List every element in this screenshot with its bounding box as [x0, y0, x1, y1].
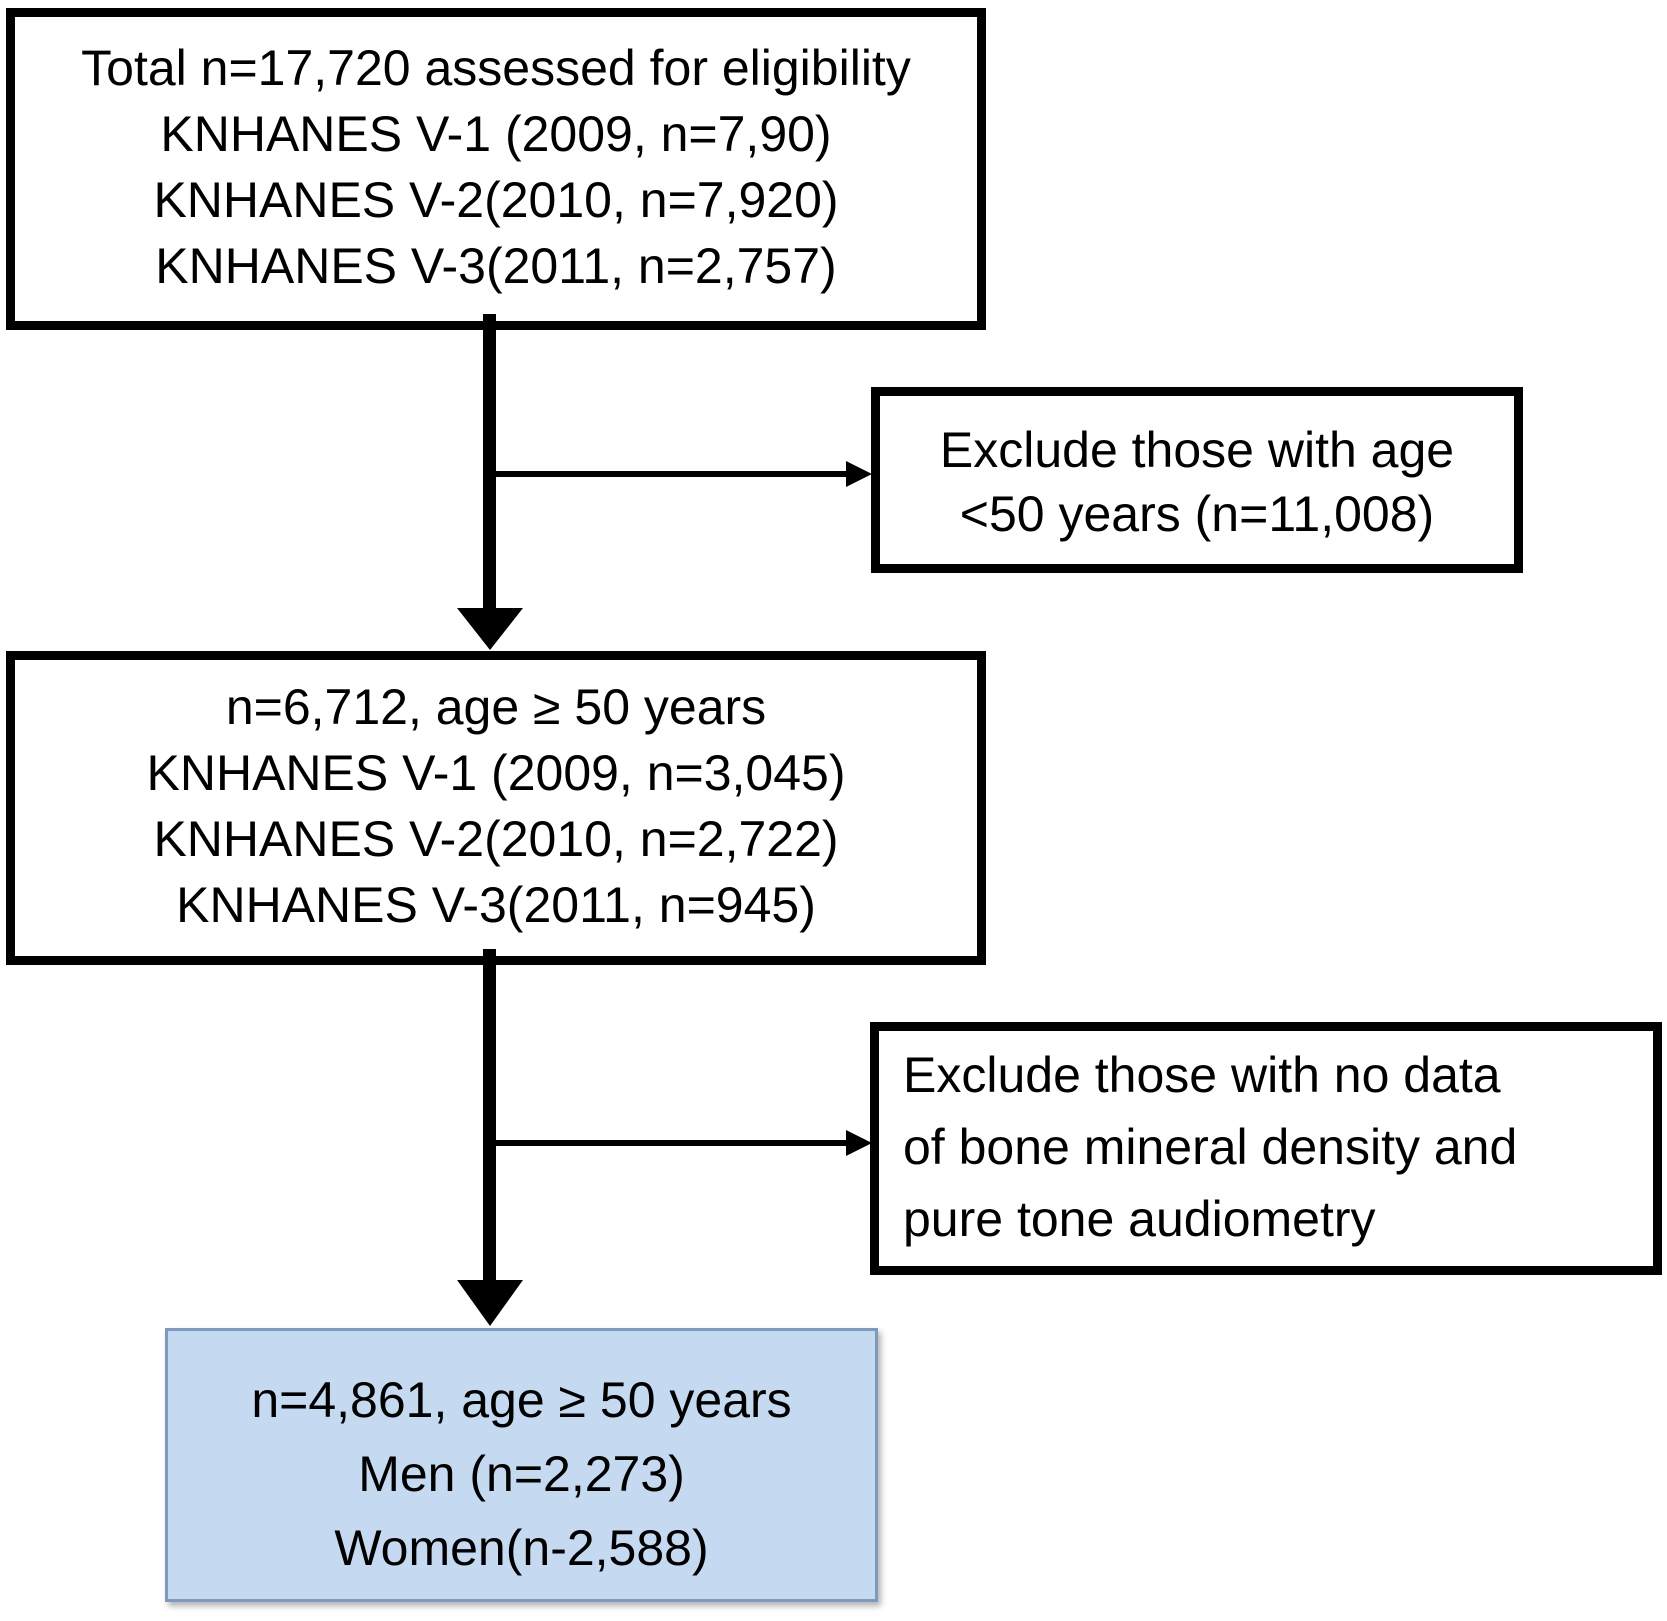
exclude-nodata-line-2: of bone mineral density and [903, 1119, 1518, 1175]
eligibility-box: Total n=17,720 assessed for eligibility … [6, 8, 986, 330]
age50-total-line: n=6,712, age ≥ 50 years [225, 679, 767, 735]
arrow-down-1-head-icon [457, 608, 523, 650]
arrow-down-1-line [483, 314, 496, 610]
exclude-age-box: Exclude those with age <50 years (n=11,0… [871, 387, 1523, 573]
arrow-down-2-line [483, 949, 496, 1281]
arrow-down-2-head-icon [457, 1280, 523, 1326]
exclude-nodata-line-1: Exclude those with no data [903, 1047, 1501, 1103]
exclude-age-line-2: <50 years (n=11,008) [959, 486, 1435, 542]
eligibility-v1-line: KNHANES V-1 (2009, n=7,90) [160, 106, 832, 162]
age50-v3-line: KNHANES V-3(2011, n=945) [176, 877, 816, 933]
final-sample-box: n=4,861, age ≥ 50 years Men (n=2,273) Wo… [165, 1328, 878, 1602]
branch-arrow-1-head-icon [846, 461, 872, 487]
age-50-plus-box: n=6,712, age ≥ 50 years KNHANES V-1 (200… [6, 651, 986, 965]
final-total-line: n=4,861, age ≥ 50 years [251, 1372, 792, 1428]
eligibility-total-line: Total n=17,720 assessed for eligibility [81, 40, 911, 96]
eligibility-v3-line: KNHANES V-3(2011, n=2,757) [155, 238, 837, 294]
age50-v2-line: KNHANES V-2(2010, n=2,722) [153, 811, 839, 867]
branch-arrow-2-line [490, 1140, 848, 1146]
exclude-nodata-line-3: pure tone audiometry [903, 1191, 1376, 1247]
exclude-no-data-box: Exclude those with no data of bone miner… [870, 1022, 1662, 1275]
final-men-line: Men (n=2,273) [358, 1446, 685, 1502]
branch-arrow-2-head-icon [846, 1130, 872, 1156]
branch-arrow-1-line [490, 471, 848, 477]
exclude-age-line-1: Exclude those with age [939, 422, 1455, 478]
final-women-line: Women(n-2,588) [334, 1520, 709, 1576]
age50-v1-line: KNHANES V-1 (2009, n=3,045) [146, 745, 846, 801]
eligibility-v2-line: KNHANES V-2(2010, n=7,920) [153, 172, 839, 228]
